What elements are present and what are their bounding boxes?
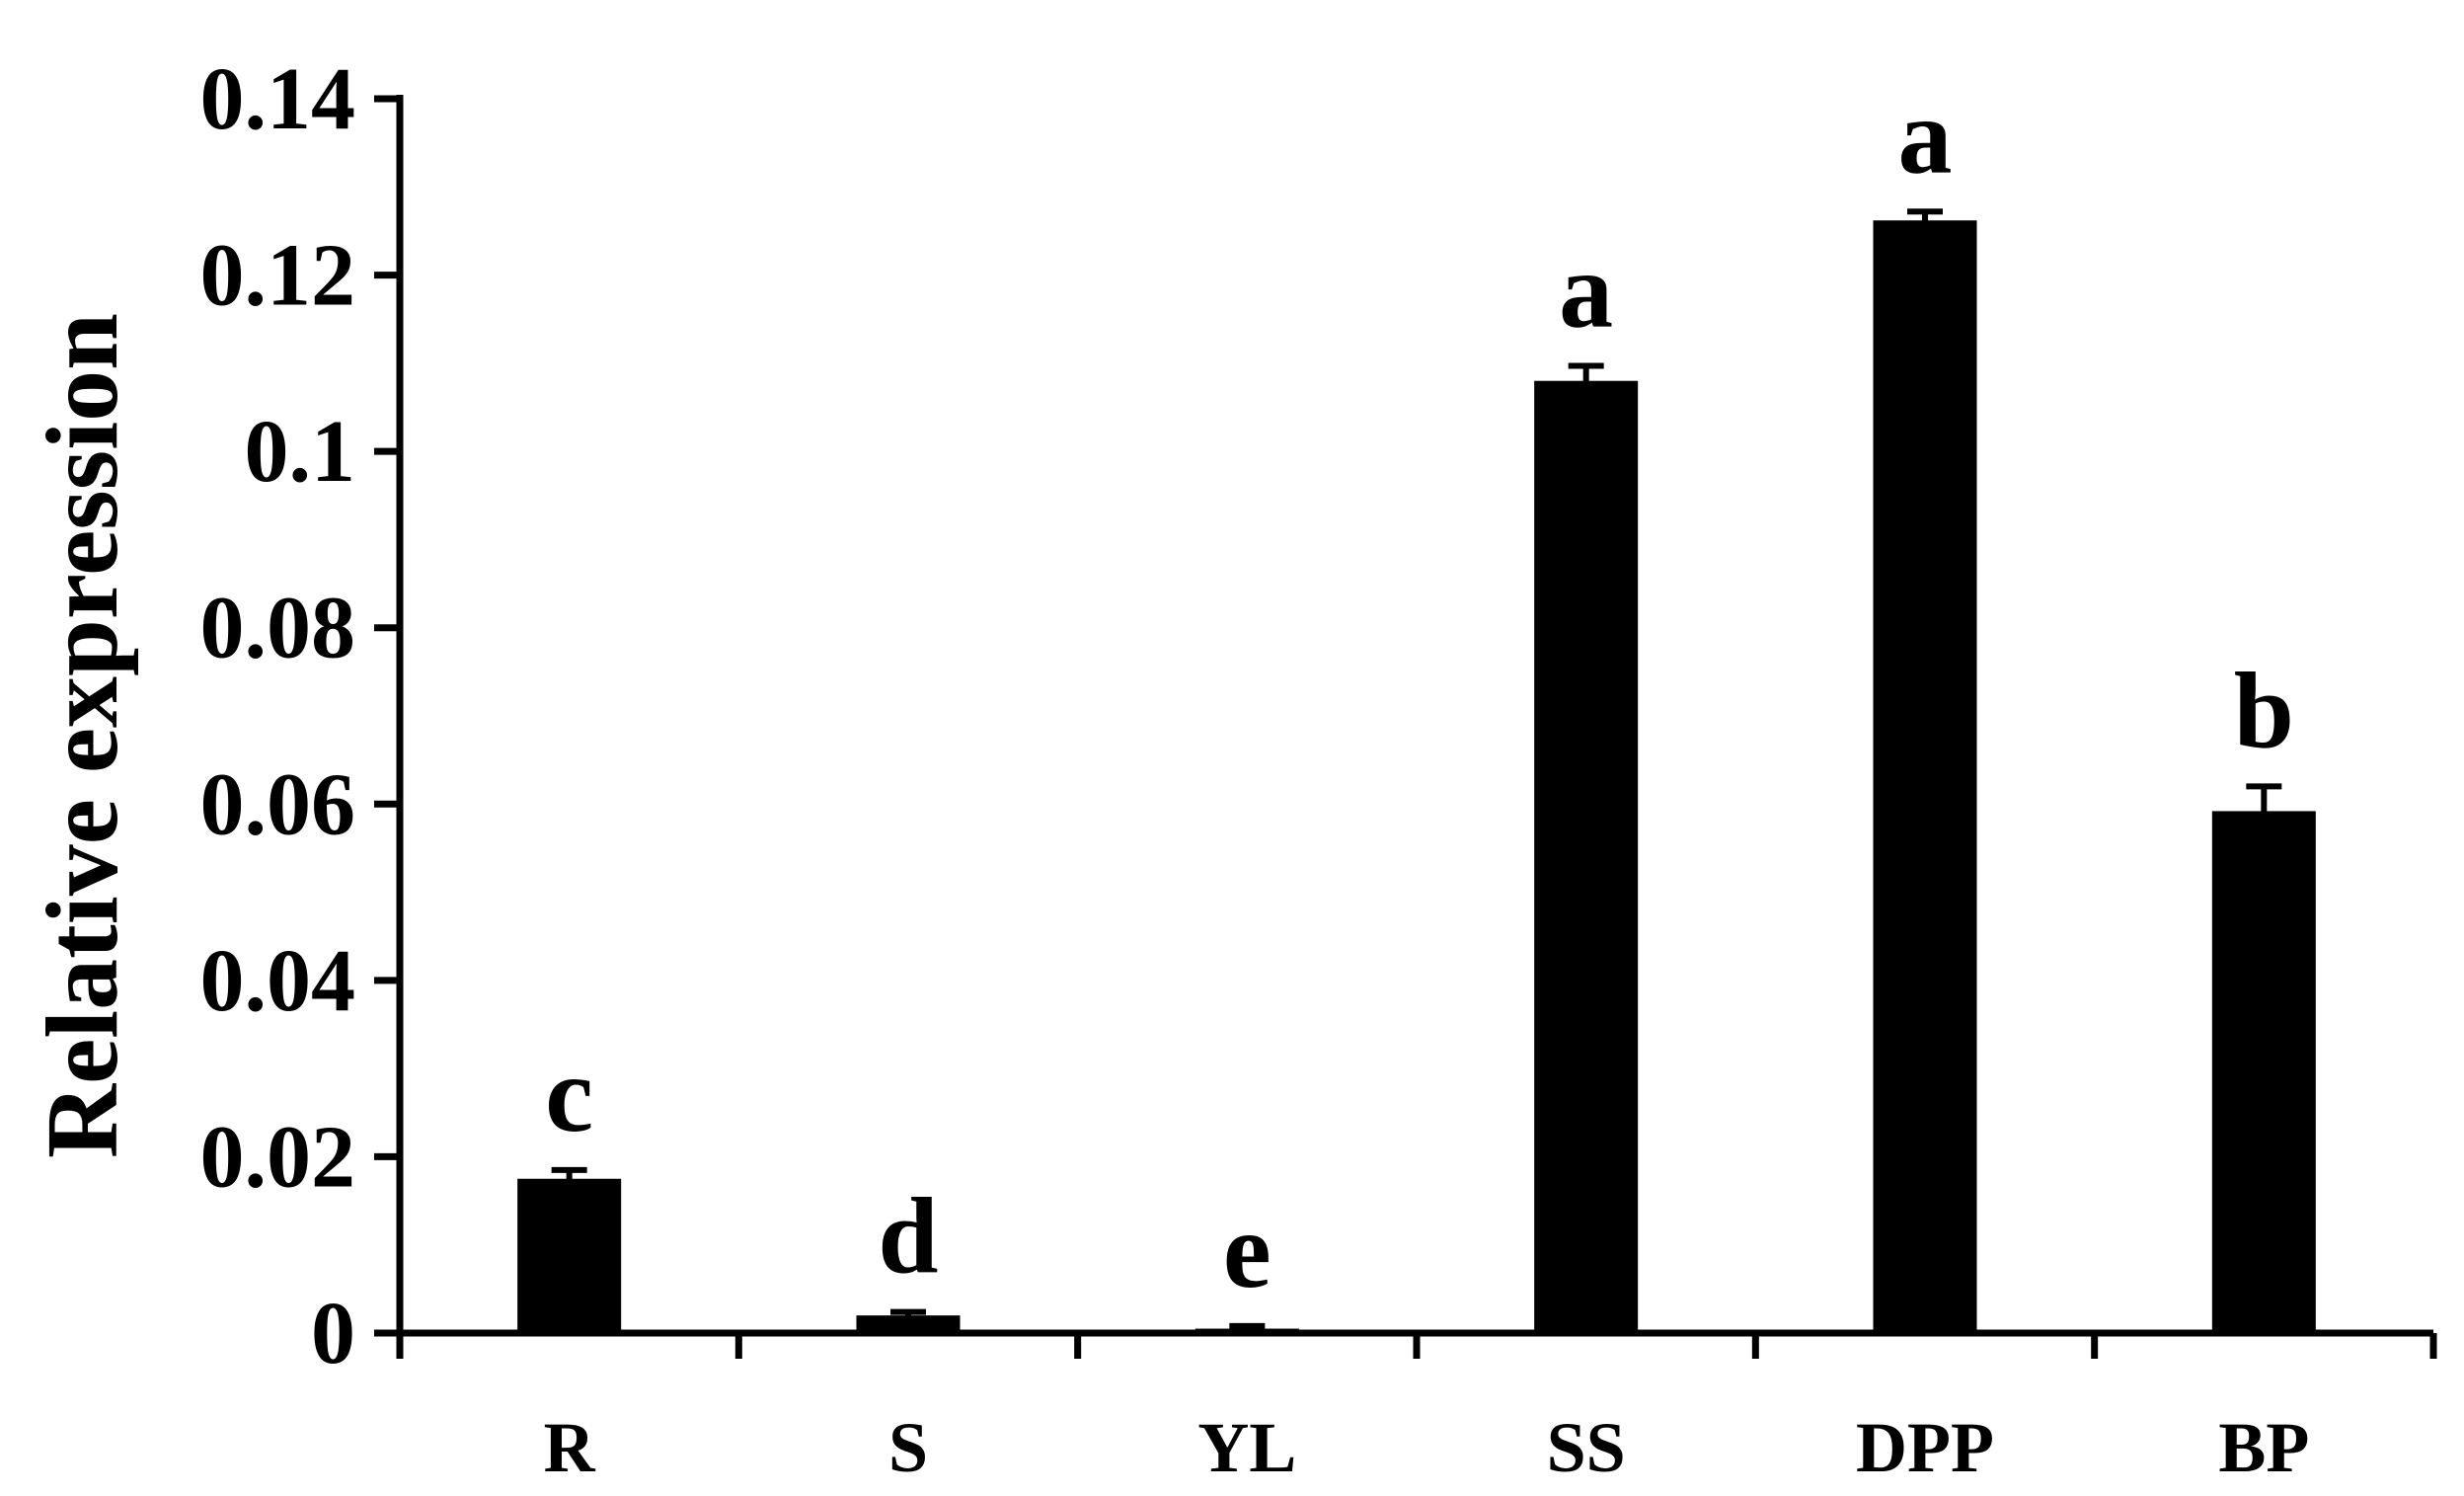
y-tick-label: 0	[311, 1285, 355, 1382]
x-category-label-yl: YL	[1197, 1408, 1296, 1487]
y-tick-label: 0.04	[200, 932, 356, 1030]
bars	[517, 220, 2316, 1334]
x-category-label-ss: SS	[1547, 1408, 1626, 1487]
significance-label-bp: b	[2234, 650, 2294, 770]
y-tick-label: 0.1	[245, 403, 356, 501]
x-category-label-r: R	[544, 1408, 596, 1487]
y-axis: 0 0.02 0.04 0.06 0.08 0.1 0.12 0.14	[200, 50, 404, 1382]
error-bars	[551, 208, 2282, 1335]
bar-r	[517, 1178, 622, 1333]
x-category-label-s: S	[888, 1408, 928, 1487]
bar-bp	[2211, 811, 2316, 1333]
y-tick-label: 0.02	[200, 1108, 356, 1206]
significance-label-r: c	[545, 1034, 593, 1154]
significance-label-s: d	[878, 1176, 938, 1297]
y-tick-label: 0.06	[200, 755, 356, 853]
bar-s	[856, 1315, 961, 1333]
x-category-label-bp: BP	[2218, 1408, 2309, 1487]
significance-label-yl: e	[1223, 1190, 1271, 1310]
y-tick-label: 0.08	[200, 580, 356, 677]
x-category-label-dpp: DPP	[1856, 1408, 1994, 1487]
y-tick-label: 0.12	[200, 227, 356, 325]
bar-dpp	[1873, 220, 1977, 1334]
y-tick-label: 0.14	[200, 50, 356, 148]
significance-labels: c d e a a b	[545, 75, 2294, 1310]
x-axis: R S YL SS DPP BP	[396, 1329, 2437, 1487]
bar-ss	[1534, 380, 1639, 1333]
significance-label-dpp: a	[1898, 75, 1953, 196]
significance-label-ss: a	[1559, 230, 1613, 351]
y-axis-title: Relative expression	[26, 313, 139, 1158]
